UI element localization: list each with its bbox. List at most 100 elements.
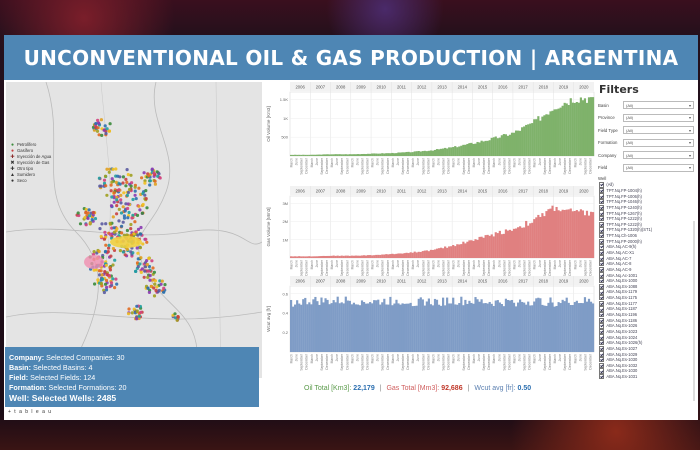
wcut-chart[interactable]: 2006 2007 2008 2009 2010 2011 2012 2013 2014 2015…	[262, 276, 598, 380]
checkbox[interactable]	[599, 232, 605, 239]
filter-dropdown[interactable]: (All) ▾	[623, 151, 694, 160]
well-marker	[127, 210, 131, 215]
well-marker	[138, 208, 142, 212]
well-marker	[76, 211, 80, 215]
filter-dropdown[interactable]: (All) ▾	[623, 101, 694, 110]
well-list-scrollbar[interactable]	[693, 221, 695, 401]
checkbox[interactable]	[599, 300, 605, 306]
bar	[466, 241, 469, 258]
month-label: June	[315, 260, 319, 267]
checkbox[interactable]	[599, 278, 605, 284]
checkbox[interactable]	[599, 255, 605, 261]
filter-dropdown[interactable]: (All) ▾	[623, 126, 694, 135]
well-marker	[153, 279, 157, 283]
well-marker	[174, 316, 178, 320]
checkbox[interactable]	[599, 317, 605, 323]
well-marker	[146, 275, 150, 279]
legend-label: Sumidero	[17, 172, 35, 177]
month-label: December	[528, 259, 532, 276]
bar	[298, 154, 301, 156]
well-checkbox-item[interactable]: ABA.Nq.Es-1031	[596, 373, 696, 380]
checkbox[interactable]	[599, 221, 605, 227]
bar	[468, 240, 471, 258]
checkbox[interactable]	[599, 356, 605, 363]
checkbox[interactable]	[599, 266, 605, 273]
wells-map[interactable]: ● Petrolífero ● Gasífero ✚ Inyección de Agua ✖…	[6, 82, 262, 378]
checkbox[interactable]	[599, 272, 605, 278]
checkbox[interactable]	[599, 289, 605, 295]
map-canvas[interactable]	[6, 82, 262, 378]
bar	[444, 305, 447, 352]
checkbox[interactable]	[599, 283, 605, 290]
checkbox[interactable]	[599, 294, 605, 301]
well-marker	[93, 217, 98, 221]
checkbox[interactable]	[599, 334, 605, 340]
bar	[581, 100, 585, 156]
well-marker	[127, 307, 131, 311]
checkbox[interactable]	[599, 187, 605, 194]
checkbox[interactable]	[599, 306, 605, 312]
year-label: 2017	[518, 85, 528, 90]
bar	[537, 214, 540, 258]
checkbox[interactable]	[599, 340, 605, 346]
bar	[553, 109, 556, 156]
checkbox[interactable]	[599, 204, 605, 211]
well-marker	[150, 167, 154, 171]
oil-chart[interactable]: 2006 2007 2008 2009 2010 2011 2012 2013 2014 2015…	[262, 82, 598, 184]
year-label: 2020	[579, 189, 589, 194]
checkbox[interactable]	[599, 182, 605, 188]
checkbox[interactable]	[599, 345, 605, 352]
bar	[358, 154, 362, 156]
checkbox[interactable]	[599, 244, 605, 250]
well-marker	[125, 193, 129, 197]
tableau-logo[interactable]: + t a b l e a u	[8, 409, 53, 415]
filter-dropdown[interactable]: (All) ▾	[623, 163, 694, 172]
checkbox[interactable]	[599, 227, 605, 233]
bar	[525, 220, 528, 258]
checkbox[interactable]	[599, 351, 605, 357]
month-label: September	[360, 353, 364, 370]
bar	[389, 254, 392, 258]
well-marker	[147, 256, 151, 260]
well-marker	[152, 270, 156, 274]
bar	[502, 306, 505, 352]
gas-chart[interactable]: 2006 2007 2008 2009 2010 2011 2012 2013 2014 2015…	[262, 186, 598, 278]
checkbox[interactable]	[599, 362, 605, 369]
checkbox[interactable]	[599, 311, 605, 318]
bar	[551, 302, 554, 352]
bar	[456, 304, 459, 352]
bar	[482, 237, 485, 258]
bar	[446, 247, 449, 258]
bar	[537, 116, 540, 156]
well-marker	[106, 250, 110, 254]
filter-dropdown[interactable]: (All) ▾	[623, 113, 694, 122]
well-name: ABA.Nq.Es-1031	[606, 374, 638, 380]
year-header	[290, 82, 594, 91]
filter-dropdown[interactable]: (All) ▾	[623, 138, 694, 147]
checkbox[interactable]	[599, 261, 605, 267]
checkbox[interactable]	[599, 368, 605, 374]
checkbox[interactable]	[599, 199, 605, 205]
bar	[587, 215, 591, 258]
bar	[405, 151, 408, 156]
bar	[533, 301, 536, 352]
checkbox[interactable]	[599, 215, 605, 222]
checkbox[interactable]	[599, 373, 605, 380]
bar	[395, 153, 398, 156]
bar	[318, 304, 321, 352]
well-marker	[117, 188, 121, 192]
month-label: December	[426, 259, 430, 276]
month-label: September	[360, 157, 364, 174]
bar	[529, 123, 532, 156]
well-list[interactable]: (All) TPT.Nq.FP-1004(h) TPT.Nq.FP-1006(h) T…	[596, 182, 696, 380]
bar	[571, 102, 574, 156]
checkbox[interactable]	[599, 210, 605, 216]
checkbox[interactable]	[599, 249, 605, 256]
checkbox[interactable]	[599, 323, 605, 329]
checkbox[interactable]	[599, 238, 605, 244]
checkbox[interactable]	[599, 193, 605, 199]
checkbox[interactable]	[599, 328, 605, 335]
bar	[567, 302, 570, 352]
year-label: 2012	[417, 279, 427, 284]
year-header	[290, 276, 594, 285]
